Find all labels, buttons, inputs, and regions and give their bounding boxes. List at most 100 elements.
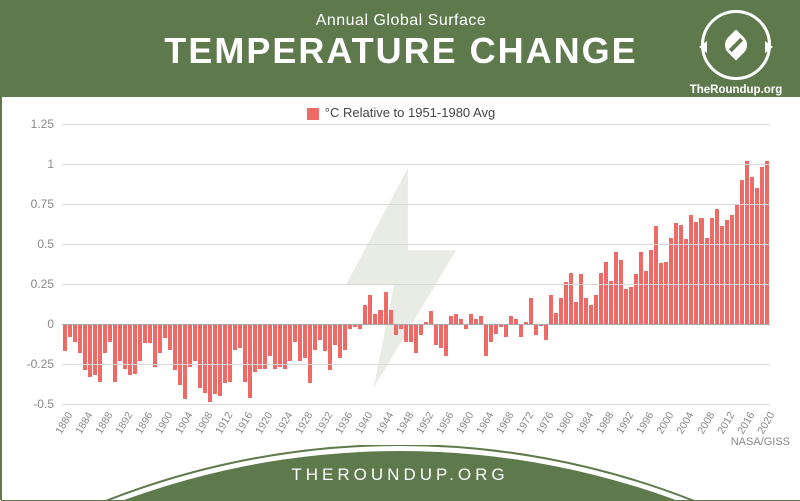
temperature-bar [313,324,317,350]
temperature-bar [409,324,413,342]
temperature-bar [378,310,382,324]
temperature-bar [554,313,558,324]
temperature-bar [389,310,393,324]
temperature-bar [444,324,448,356]
temperature-bar [68,324,72,337]
temperature-bar [504,324,508,337]
temperature-bar [684,239,688,324]
temperature-bar [579,274,583,324]
x-axis-label: 1972 [514,410,536,436]
x-axis-label: 1900 [153,410,175,436]
temperature-bar [203,324,207,393]
temperature-bar [278,324,282,367]
temperature-bar [384,292,388,324]
temperature-bar [258,324,262,369]
temperature-bar [479,316,483,324]
temperature-bar [318,324,322,340]
temperature-bar [694,222,698,324]
temperature-bar [449,316,453,324]
temperature-bar [730,215,734,324]
x-axis-label: 1908 [193,410,215,436]
temperature-bar [750,177,754,324]
temperature-bar [740,180,744,324]
x-axis-label: 1932 [314,410,336,436]
temperature-bar [584,298,588,324]
chart-area: 1880188418881892189619001904190819121916… [2,124,800,444]
temperature-bar [689,215,693,324]
bar-column: 2020 [764,124,769,404]
temperature-bar [509,316,513,324]
temperature-bar [183,324,187,399]
temperature-bar [163,324,167,338]
x-axis-label: 1996 [635,410,657,436]
x-axis-label: 2012 [715,410,737,436]
temperature-bar [439,324,443,348]
legend-label: °C Relative to 1951-1980 Avg [325,105,495,120]
x-axis-label: 1944 [374,410,396,436]
footer-banner: THEROUNDUP.ORG [0,445,800,500]
temperature-bar [103,324,107,353]
temperature-bar [609,281,613,324]
temperature-bar [218,324,222,396]
y-axis-label: 0.75 [31,197,62,211]
temperature-bar [649,250,653,324]
temperature-bar [168,324,172,350]
temperature-bar [639,252,643,324]
temperature-bar [143,324,147,343]
y-axis-label: -0.5 [33,397,62,411]
temperature-bar [293,324,297,342]
temperature-bar [674,223,678,324]
temperature-bar [338,324,342,358]
temperature-bar [213,324,217,394]
x-axis-label: 1992 [615,410,637,436]
temperature-bar [634,274,638,324]
temperature-bar [238,324,242,348]
temperature-bar [529,298,533,324]
x-axis-label: 2004 [675,410,697,436]
temperature-bar [73,324,77,342]
brand-logo: TheRoundup.org [686,10,786,101]
temperature-bar [308,324,312,383]
temperature-bar [705,238,709,324]
gridline [62,284,770,285]
temperature-bar [725,220,729,324]
temperature-bar [735,204,739,324]
temperature-bar [288,324,292,361]
logo-text: TheRoundup.org [686,84,786,96]
temperature-bar [343,324,347,350]
temperature-bar [113,324,117,382]
temperature-bar [123,324,127,369]
temperature-bar [243,324,247,382]
temperature-bar [118,324,122,361]
temperature-bar [679,225,683,324]
gridline [62,324,770,325]
gridline [62,124,770,125]
x-axis-label: 1880 [53,410,75,436]
temperature-bar [469,314,473,324]
temperature-bar [604,262,608,324]
temperature-bar [88,324,92,377]
temperature-bar [534,324,538,335]
x-axis-label: 1980 [554,410,576,436]
temperature-bar [98,324,102,382]
temperature-bar [263,324,267,369]
temperature-bar [248,324,252,398]
temperature-bar [268,324,272,356]
gridline [62,164,770,165]
x-axis-label: 1976 [534,410,556,436]
temperature-bar [549,295,553,324]
temperature-bar [614,252,618,324]
header-banner: Annual Global Surface TEMPERATURE CHANGE… [2,2,800,97]
x-axis-label: 1924 [274,410,296,436]
header-subtitle: Annual Global Surface [2,2,800,30]
x-axis-label: 1904 [173,410,195,436]
x-axis-label: 1920 [253,410,275,436]
x-axis-label: 2000 [655,410,677,436]
x-axis-label: 2020 [755,410,777,436]
x-axis-label: 1988 [595,410,617,436]
temperature-bar [574,302,578,324]
x-axis-label: 2016 [735,410,757,436]
temperature-bar [138,324,142,361]
temperature-bar [760,167,764,324]
y-axis-label: 0 [47,317,62,331]
